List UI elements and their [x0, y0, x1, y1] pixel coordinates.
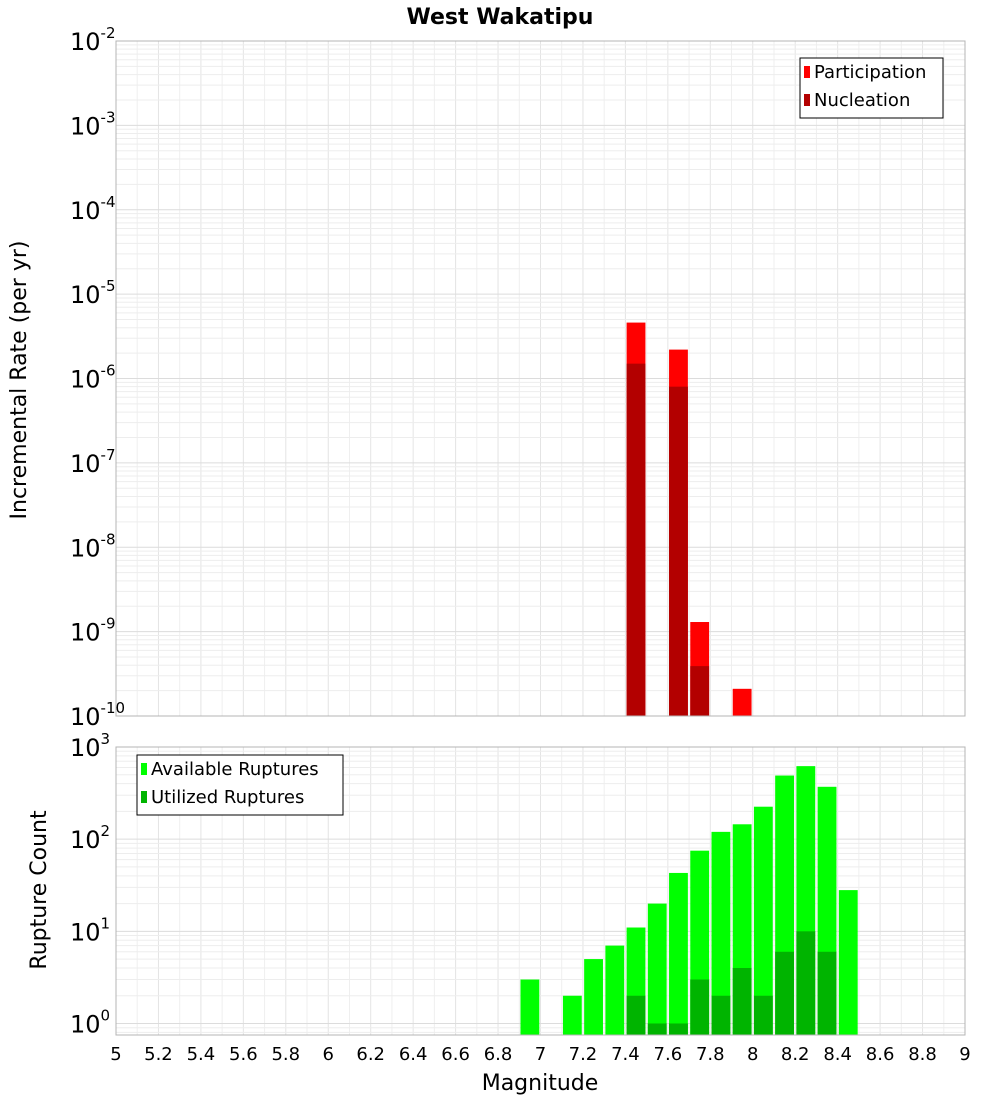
- rate-legend-box: [799, 57, 944, 119]
- x-tick-label: 5.2: [144, 1044, 173, 1065]
- rate-y-tick-label: 10-7: [70, 446, 116, 478]
- count-legend-label: Utilized Ruptures: [151, 787, 304, 808]
- x-tick-label: 5.4: [187, 1044, 216, 1065]
- x-tick-label: 7.4: [611, 1044, 640, 1065]
- x-tick-label: 9: [959, 1044, 970, 1065]
- x-tick-label: 7.6: [654, 1044, 683, 1065]
- count-bar-s2: [669, 1023, 688, 1035]
- x-tick-label: 5: [110, 1044, 121, 1065]
- rate-y-tick-label: 10-6: [70, 362, 116, 394]
- count-bar-s2: [711, 995, 731, 1035]
- count-y-tick-label: 100: [70, 1006, 110, 1038]
- count-bar-s1: [753, 806, 773, 1035]
- x-tick-label: 7.8: [696, 1044, 725, 1065]
- count-legend: Available Ruptures Utilized Ruptures: [136, 754, 344, 816]
- chart-title: West Wakatipu: [407, 5, 594, 30]
- rate-bar-s2: [669, 386, 688, 716]
- rate-bar-s2: [626, 363, 646, 716]
- x-tick-label: 8.2: [781, 1044, 810, 1065]
- count-bar-s1: [520, 979, 540, 1035]
- count-y-tick-label: 103: [70, 730, 110, 762]
- count-bar-s2: [753, 995, 773, 1035]
- rate-legend-label: Participation: [814, 62, 926, 83]
- rate-legend: Participation Nucleation: [799, 57, 944, 119]
- rate-y-tick-label: 10-4: [70, 193, 116, 225]
- rate-y-axis-title: Incremental Rate (per yr): [7, 241, 32, 520]
- rate-y-tick-label: 10-10: [70, 699, 125, 731]
- rate-y-tick-label: 10-9: [70, 615, 116, 647]
- count-legend-swatch: [141, 763, 147, 775]
- rate-legend-swatch: [804, 66, 810, 78]
- x-tick-label: 6: [323, 1044, 334, 1065]
- x-tick-label: 8.8: [908, 1044, 937, 1065]
- rate-bar-s1: [732, 688, 752, 716]
- x-tick-label: 8.6: [866, 1044, 895, 1065]
- x-tick-label: 7: [535, 1044, 546, 1065]
- rate-legend-swatch: [804, 94, 810, 106]
- x-tick-label: 8.4: [823, 1044, 852, 1065]
- count-bar-s2: [732, 967, 752, 1035]
- x-tick-label: 5.8: [271, 1044, 300, 1065]
- rate-plot-frame: [115, 40, 966, 717]
- count-bar-s1: [711, 831, 731, 1035]
- count-bar-s2: [626, 995, 646, 1035]
- count-bar-s2: [690, 979, 710, 1035]
- count-bar-s1: [584, 959, 603, 1035]
- count-bar-s2: [817, 951, 837, 1035]
- rate-legend-label: Nucleation: [814, 90, 910, 111]
- count-y-tick-label: 101: [70, 914, 110, 946]
- x-tick-label: 6.6: [441, 1044, 470, 1065]
- x-tick-label: 6.2: [356, 1044, 385, 1065]
- count-bar-s1: [647, 903, 667, 1035]
- x-tick-label: 5.6: [229, 1044, 258, 1065]
- count-y-axis-title: Rupture Count: [27, 810, 52, 970]
- count-bar-s1: [838, 890, 858, 1035]
- count-bar-s2: [647, 1023, 667, 1035]
- rate-y-tick-label: 10-3: [70, 108, 116, 140]
- count-bar-s1: [605, 945, 625, 1035]
- count-panel: 100 101 102 103 Available Ruptures Utilized R…: [70, 730, 971, 1065]
- rate-y-tick-label: 10-5: [70, 277, 116, 309]
- count-bar-s1: [562, 995, 582, 1035]
- rate-panel: 10-10 10-9 10-8 10-7 10-6 10-5 10-4 10-3 10-2 Par…: [70, 24, 966, 731]
- count-legend-box: [136, 754, 344, 816]
- count-plot-frame: [115, 746, 966, 1036]
- count-y-tick-label: 102: [70, 822, 110, 854]
- x-tick-label: 6.8: [484, 1044, 513, 1065]
- x-axis-title: Magnitude: [482, 1071, 599, 1096]
- rate-y-tick-label: 10-8: [70, 530, 116, 562]
- count-bar-s2: [796, 931, 816, 1035]
- count-legend-swatch: [141, 791, 147, 803]
- count-bar-s1: [669, 872, 688, 1035]
- x-tick-label: 7.2: [569, 1044, 598, 1065]
- rate-y-tick-label: 10-2: [70, 24, 116, 56]
- count-legend-label: Available Ruptures: [151, 759, 319, 780]
- count-bar-s2: [775, 951, 794, 1035]
- x-tick-label: 6.4: [399, 1044, 428, 1065]
- rate-bar-s2: [690, 666, 710, 716]
- x-tick-label: 8: [747, 1044, 758, 1065]
